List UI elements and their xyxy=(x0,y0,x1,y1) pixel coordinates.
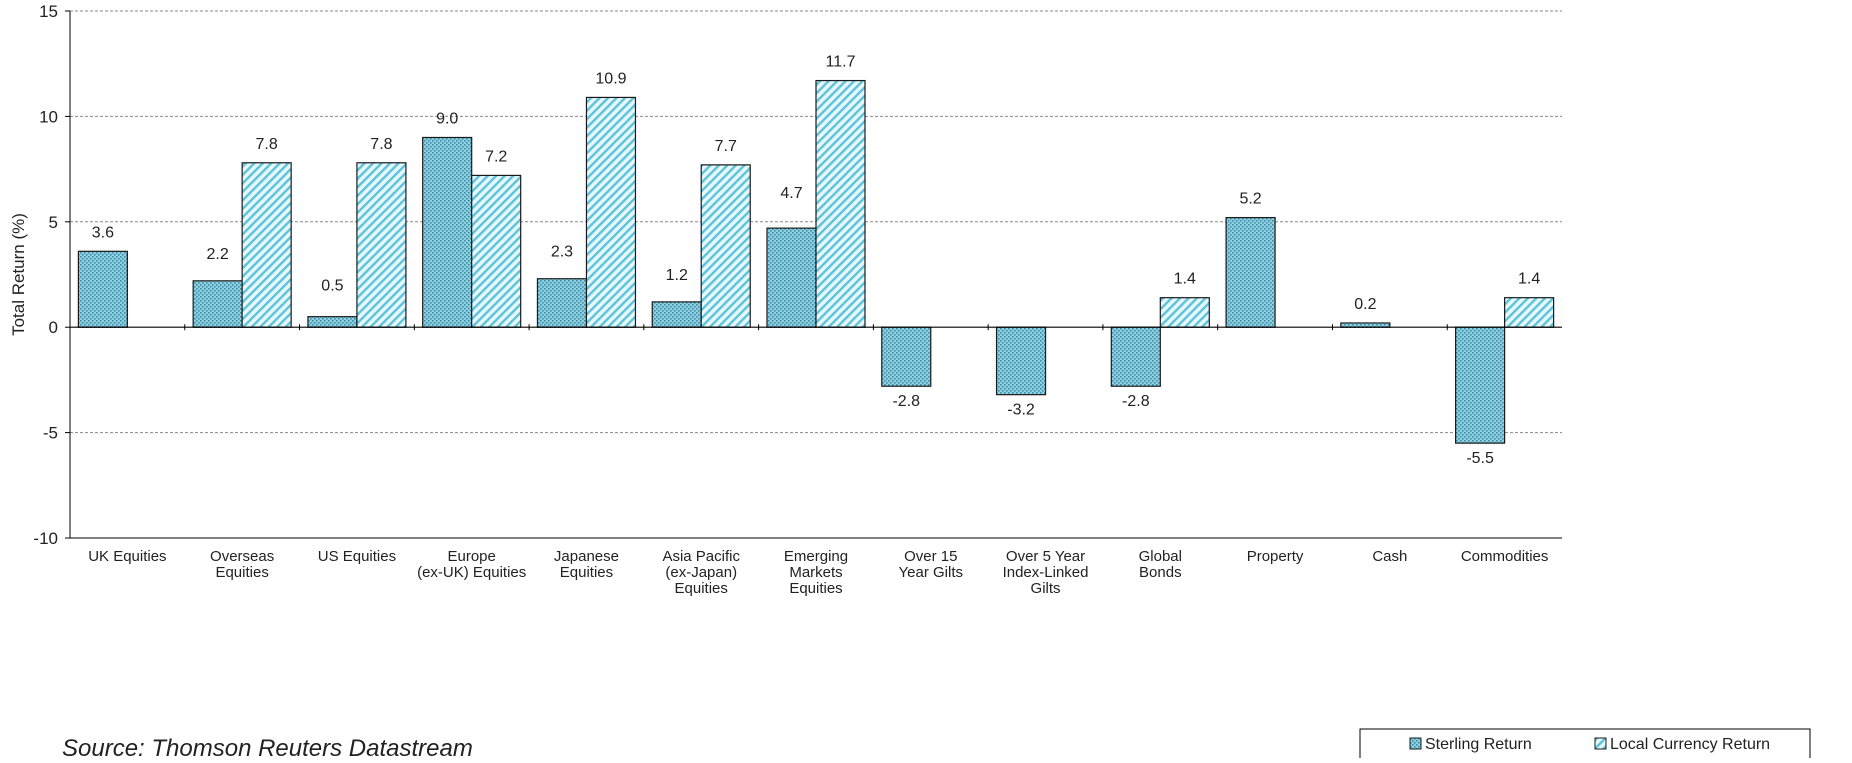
data-label-local-currency: 7.7 xyxy=(715,138,737,155)
x-category-label: Global Bonds xyxy=(1139,548,1182,581)
x-category-label: UK Equities xyxy=(88,548,166,565)
bar-sterling xyxy=(307,316,358,328)
y-tick-label: -10 xyxy=(33,529,58,548)
bar-local-currency xyxy=(1504,297,1555,328)
data-label-local-currency: 1.4 xyxy=(1174,271,1196,288)
data-label-sterling: 0.2 xyxy=(1354,296,1376,313)
x-category-label-line: Commodities xyxy=(1461,548,1549,565)
x-category-label: Cash xyxy=(1372,548,1407,565)
bar-sterling xyxy=(995,326,1047,396)
x-category-label: Emerging Markets Equities xyxy=(784,548,848,597)
x-category-label: Overseas Equities xyxy=(210,548,274,581)
x-category-label: Over 5 Year Index-Linked Gilts xyxy=(1003,548,1089,597)
data-label-local-currency: 10.9 xyxy=(595,70,626,87)
bar-sterling xyxy=(651,301,702,328)
data-label-sterling: 1.2 xyxy=(666,267,688,284)
x-category-label-line: Property xyxy=(1247,548,1304,565)
bar-sterling xyxy=(1340,322,1391,328)
data-label-sterling: 2.3 xyxy=(551,244,573,261)
data-label-local-currency: 1.4 xyxy=(1518,271,1540,288)
legend-swatch-local-currency xyxy=(1594,737,1607,750)
data-label-sterling: 4.7 xyxy=(780,185,802,202)
x-category-label-line: Global xyxy=(1139,548,1182,565)
data-label-sterling: 3.6 xyxy=(92,224,114,241)
bar-sterling xyxy=(77,250,128,328)
bar-local-currency xyxy=(471,174,522,328)
x-category-label: Over 15 Year Gilts xyxy=(899,548,963,581)
x-category-label: US Equities xyxy=(318,548,396,565)
x-category-label-line: (ex-UK) Equities xyxy=(417,564,526,581)
bar-local-currency xyxy=(1159,297,1210,328)
x-category-label-line: Year Gilts xyxy=(899,564,963,581)
legend: Sterling Return Local Currency Return xyxy=(1359,728,1811,763)
data-label-local-currency: 11.7 xyxy=(826,54,856,71)
data-label-sterling: -2.8 xyxy=(1122,393,1150,410)
bar-local-currency xyxy=(356,162,407,328)
x-category-label-line: Index-Linked xyxy=(1003,564,1089,581)
x-category-label-line: Equities xyxy=(560,564,613,581)
data-label-local-currency: 7.8 xyxy=(370,136,392,153)
x-category-label-line: Equities xyxy=(789,580,842,597)
x-category-label-line: Equities xyxy=(675,580,728,597)
data-label-sterling: -2.8 xyxy=(892,393,920,410)
y-tick-label: 10 xyxy=(39,107,58,126)
data-label-local-currency: 7.8 xyxy=(256,136,278,153)
y-tick-label: -5 xyxy=(43,424,58,443)
x-category-label-line: Emerging xyxy=(784,548,848,565)
x-category-label-line: Bonds xyxy=(1139,564,1182,581)
x-category-label-line: Equities xyxy=(215,564,268,581)
bar-sterling xyxy=(1455,326,1506,444)
x-category-label-line: Overseas xyxy=(210,548,274,565)
bar-sterling xyxy=(536,278,588,328)
x-category-label-line: Over 15 xyxy=(904,548,957,565)
x-category-label: Property xyxy=(1247,548,1304,565)
data-label-local-currency: 7.2 xyxy=(485,148,507,165)
x-category-label-line: US Equities xyxy=(318,548,396,565)
x-category-label: Asia Pacific (ex-Japan) Equities xyxy=(662,548,740,597)
bar-local-currency xyxy=(241,162,292,328)
x-category-label-line: Asia Pacific xyxy=(662,548,740,565)
legend-box xyxy=(1359,728,1811,763)
bar-sterling xyxy=(1225,216,1276,328)
x-category-label: Japanese Equities xyxy=(554,548,619,581)
bar-sterling xyxy=(881,326,932,387)
data-label-sterling: 5.2 xyxy=(1239,191,1261,208)
x-category-label-line: Gilts xyxy=(1031,580,1061,597)
bar-sterling xyxy=(766,227,817,328)
x-category-label: Commodities xyxy=(1461,548,1549,565)
bar-sterling xyxy=(422,136,473,328)
x-category-label-line: Europe xyxy=(448,548,496,565)
source-note: Source: Thomson Reuters Datastream xyxy=(62,735,473,758)
axes xyxy=(65,10,1562,539)
legend-label-local-currency: Local Currency Return xyxy=(1610,736,1770,753)
bar-local-currency xyxy=(700,164,751,328)
x-category-label-line: Cash xyxy=(1372,548,1407,565)
data-label-sterling: -5.5 xyxy=(1466,450,1494,467)
y-tick-label: 15 xyxy=(39,2,58,21)
x-category-label-line: Markets xyxy=(789,564,842,581)
legend-label-sterling: Sterling Return xyxy=(1425,736,1532,753)
x-category-label-line: (ex-Japan) xyxy=(665,564,737,581)
bar-local-currency xyxy=(585,96,637,328)
x-category-label-line: Over 5 Year xyxy=(1006,548,1085,565)
data-label-sterling: -3.2 xyxy=(1007,402,1035,419)
data-label-sterling: 9.0 xyxy=(436,110,458,127)
y-axis-title: Total Return (%) xyxy=(9,213,28,336)
bar-sterling xyxy=(192,280,243,328)
bars xyxy=(77,79,1555,444)
x-category-label: Europe (ex-UK) Equities xyxy=(417,548,526,581)
bar-local-currency xyxy=(815,79,866,328)
y-tick-label: 0 xyxy=(49,318,58,337)
x-category-label-line: Japanese xyxy=(554,548,619,565)
data-label-sterling: 2.2 xyxy=(207,246,229,263)
bar-sterling xyxy=(1110,326,1161,387)
data-label-sterling: 0.5 xyxy=(321,278,343,295)
legend-swatch-sterling xyxy=(1409,737,1422,750)
x-category-label-line: UK Equities xyxy=(88,548,166,565)
y-tick-label: 5 xyxy=(49,213,58,232)
